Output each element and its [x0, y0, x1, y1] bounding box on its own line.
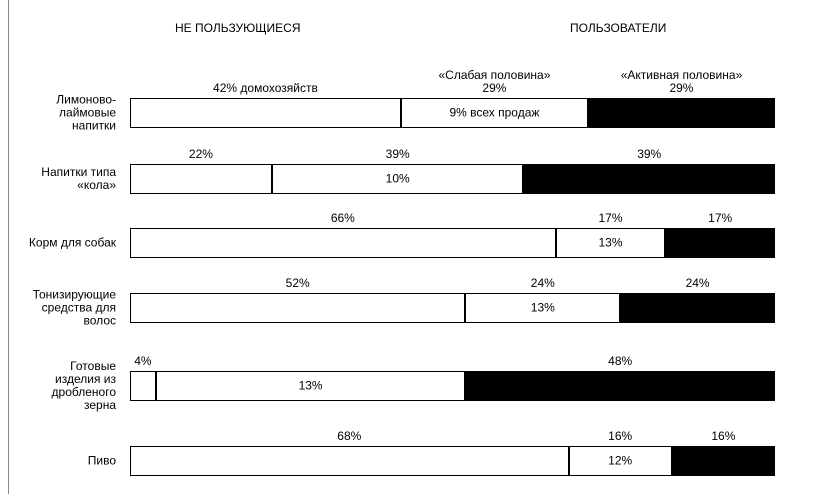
- bar-segment: [130, 293, 466, 323]
- category-label: Тонизирующие средства для волос: [32, 287, 116, 328]
- bar-segment: [465, 371, 775, 401]
- value-label: 17%: [708, 211, 733, 225]
- bar-segment: [665, 228, 775, 258]
- value-label: 52%: [285, 276, 310, 290]
- header: ПОЛЬЗОВАТЕЛИ: [570, 21, 667, 35]
- bar-segment: [400, 98, 588, 128]
- category-label: Пиво: [87, 453, 116, 468]
- value-label: 16%: [711, 429, 736, 443]
- value-label: 24%: [530, 276, 555, 290]
- bar-segment: [130, 371, 156, 401]
- value-label: 48%: [608, 354, 633, 368]
- bar-segment: [555, 228, 666, 258]
- category-label: Корм для собак: [28, 235, 116, 250]
- bar-segment: [130, 164, 272, 194]
- value-label: 17%: [598, 211, 623, 225]
- left-border: [8, 0, 9, 494]
- category-label: Готовые изделия из дробленого зерна: [51, 359, 116, 412]
- value-label: 24%: [685, 276, 710, 290]
- inner-label: 9% всех продаж: [449, 105, 540, 120]
- bar-segment: [568, 446, 672, 476]
- bar-segment: [671, 446, 775, 476]
- bar-segment: [130, 228, 556, 258]
- category-label: Напитки типа «кола»: [41, 165, 116, 192]
- value-label: 39%: [637, 147, 662, 161]
- value-label: 42% домохозяйств: [213, 81, 318, 95]
- value-label: 16%: [608, 429, 633, 443]
- inner-label: 13%: [530, 300, 555, 315]
- category-label: Лимоново- лаймовые напитки: [56, 92, 116, 133]
- bar-segment: [587, 98, 775, 128]
- value-label: 66%: [330, 211, 355, 225]
- value-label: 22%: [188, 147, 213, 161]
- value-label: 4%: [134, 354, 152, 368]
- value-label: 39%: [385, 147, 410, 161]
- value-label: 68%: [337, 429, 362, 443]
- bar-segment: [271, 164, 524, 194]
- inner-label: 12%: [608, 453, 633, 468]
- inner-label: 10%: [385, 171, 410, 186]
- bar-segment: [130, 446, 569, 476]
- value-label: «Активная половина» 29%: [620, 68, 743, 95]
- bar-segment: [620, 293, 775, 323]
- bar-segment: [130, 98, 401, 128]
- bar-segment: [465, 293, 621, 323]
- bar-segment: [523, 164, 775, 194]
- value-label: «Слабая половина» 29%: [438, 68, 551, 95]
- inner-label: 13%: [298, 378, 323, 393]
- inner-label: 13%: [598, 235, 623, 250]
- bar-segment: [155, 371, 466, 401]
- header: НЕ ПОЛЬЗУЮЩИЕСЯ: [175, 21, 301, 35]
